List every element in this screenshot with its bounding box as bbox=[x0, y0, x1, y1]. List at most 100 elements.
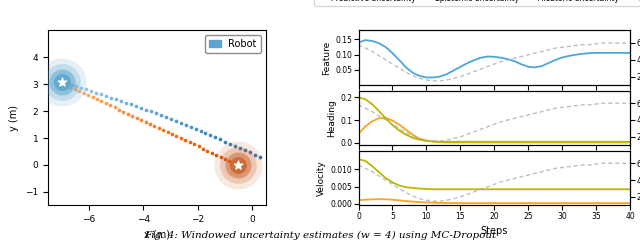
X-axis label: x (m): x (m) bbox=[144, 230, 170, 240]
Point bbox=[67, 83, 77, 87]
Point bbox=[118, 110, 129, 113]
X-axis label: Steps: Steps bbox=[481, 226, 508, 236]
Point bbox=[225, 142, 236, 146]
Point bbox=[154, 126, 164, 130]
Point bbox=[189, 142, 199, 146]
Point bbox=[255, 155, 265, 159]
Point bbox=[56, 79, 67, 83]
Point bbox=[191, 127, 201, 131]
Point bbox=[61, 83, 71, 87]
Point bbox=[207, 151, 217, 155]
Point bbox=[146, 110, 156, 113]
Point bbox=[106, 95, 116, 99]
Point bbox=[96, 99, 106, 103]
Point bbox=[228, 161, 239, 165]
Point bbox=[131, 104, 141, 108]
Point bbox=[88, 95, 98, 99]
Point bbox=[96, 92, 106, 96]
Point bbox=[114, 108, 124, 112]
Point bbox=[81, 87, 92, 91]
Point bbox=[76, 86, 86, 90]
Point bbox=[186, 125, 196, 129]
Point bbox=[70, 87, 80, 91]
Point bbox=[233, 163, 243, 167]
Point bbox=[83, 93, 93, 97]
Point bbox=[72, 84, 82, 88]
Point bbox=[158, 128, 168, 132]
Point bbox=[220, 140, 230, 144]
Point bbox=[175, 121, 186, 125]
Point bbox=[116, 99, 126, 103]
Y-axis label: Heading: Heading bbox=[327, 99, 336, 137]
Point bbox=[230, 144, 241, 148]
Point bbox=[215, 138, 225, 141]
Point bbox=[220, 157, 230, 161]
Point bbox=[195, 129, 205, 133]
Point bbox=[198, 147, 208, 150]
Point bbox=[184, 140, 195, 144]
Point bbox=[193, 145, 204, 148]
Point bbox=[126, 102, 136, 106]
Y-axis label: Feature: Feature bbox=[322, 41, 331, 75]
Point bbox=[180, 138, 191, 142]
Point bbox=[172, 134, 182, 138]
Point bbox=[233, 163, 243, 167]
Point bbox=[233, 163, 243, 167]
Point bbox=[127, 114, 138, 118]
Point bbox=[101, 94, 111, 98]
Point bbox=[100, 101, 111, 105]
Point bbox=[145, 122, 155, 126]
Point bbox=[74, 89, 84, 93]
Point bbox=[56, 79, 67, 83]
Point bbox=[109, 105, 120, 109]
Point bbox=[136, 118, 147, 122]
Point bbox=[141, 108, 151, 112]
Point bbox=[233, 163, 243, 167]
Point bbox=[202, 149, 212, 153]
Point bbox=[56, 81, 67, 85]
Point bbox=[216, 155, 226, 159]
Point bbox=[56, 79, 67, 83]
Point bbox=[65, 85, 76, 89]
Point bbox=[92, 91, 102, 95]
Y-axis label: Velocity: Velocity bbox=[317, 160, 326, 196]
Point bbox=[56, 79, 67, 83]
Point bbox=[121, 101, 131, 104]
Point bbox=[163, 130, 173, 134]
Point bbox=[211, 153, 221, 157]
Point bbox=[79, 91, 89, 95]
Point bbox=[233, 163, 243, 167]
Point bbox=[86, 89, 97, 93]
Point bbox=[167, 132, 177, 136]
Point bbox=[156, 113, 166, 117]
Point bbox=[92, 97, 102, 101]
Point bbox=[240, 148, 250, 152]
Point bbox=[205, 133, 216, 137]
Point bbox=[56, 79, 67, 83]
Legend: Robot: Robot bbox=[205, 35, 260, 53]
Point bbox=[200, 131, 211, 135]
Point bbox=[180, 123, 191, 127]
Point bbox=[105, 104, 115, 107]
Point bbox=[171, 119, 181, 123]
Point bbox=[123, 112, 133, 116]
Point bbox=[136, 106, 146, 110]
Point bbox=[56, 79, 67, 83]
Point bbox=[151, 111, 161, 115]
Point bbox=[140, 120, 150, 124]
Point bbox=[132, 116, 142, 120]
Point bbox=[235, 146, 245, 150]
Point bbox=[225, 159, 235, 163]
Point bbox=[176, 136, 186, 140]
Y-axis label: y (m): y (m) bbox=[10, 105, 19, 131]
Point bbox=[250, 153, 260, 157]
Point bbox=[111, 97, 122, 101]
Legend: Predictive uncertainty, Epistemic uncertainty, Aleatoric uncertainty, Distance: Predictive uncertainty, Epistemic uncert… bbox=[314, 0, 640, 6]
Point bbox=[233, 163, 243, 167]
Point bbox=[161, 115, 171, 119]
Point bbox=[149, 124, 159, 128]
Text: Fig. 4: Windowed uncertainty estimates (w = 4) using MC-Dropout: Fig. 4: Windowed uncertainty estimates (… bbox=[144, 231, 496, 240]
Point bbox=[61, 81, 72, 85]
Point bbox=[166, 117, 176, 121]
Point bbox=[245, 151, 255, 155]
